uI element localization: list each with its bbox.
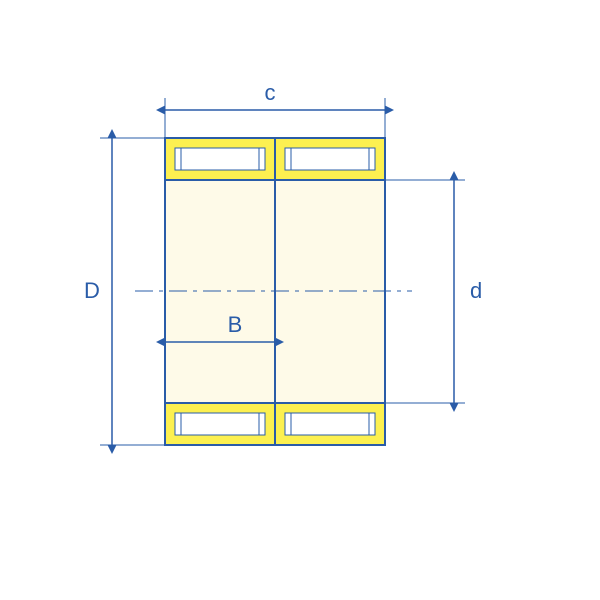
dim-label-c: c (265, 80, 276, 105)
dim-label-d: d (470, 278, 482, 303)
dim-label-B: B (228, 312, 243, 337)
dim-label-D: D (84, 278, 100, 303)
bearing-cross-section-diagram: Dd c B (0, 0, 600, 600)
